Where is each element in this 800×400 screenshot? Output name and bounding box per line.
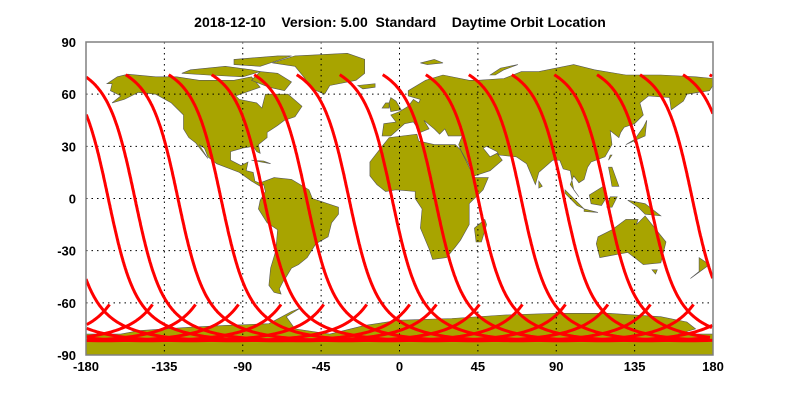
title-version: Version: 5.00	[281, 14, 368, 30]
orbit-track-0	[682, 73, 713, 115]
orbit-track-1	[708, 73, 713, 78]
land-new-guinea	[627, 199, 662, 217]
land-arctic-islands-2	[233, 55, 292, 67]
land-iceland	[356, 83, 376, 90]
x-tick-label: 0	[396, 359, 403, 374]
orbit-track-5	[253, 73, 610, 343]
land-greenland	[272, 52, 366, 95]
land-novaya-zemlya	[489, 64, 519, 76]
land-sri-lanka	[538, 180, 543, 189]
map-title: 2018-12-10 Version: 5.00 Standard Daytim…	[0, 14, 800, 30]
orbit-track-2	[124, 73, 481, 343]
x-tick-label: -90	[233, 359, 252, 374]
y-tick-label: -60	[57, 296, 76, 311]
land-arctic-islands-1	[181, 65, 261, 78]
x-tick-label: -135	[151, 359, 177, 374]
x-tick-label: 45	[471, 359, 485, 374]
orbit-track-9	[424, 73, 710, 343]
land-africa	[369, 133, 489, 260]
x-axis-ticks: -180 -135 -90 -45 0 45 90 135 180	[73, 359, 724, 374]
land-svalbard	[420, 59, 444, 65]
y-tick-label: -90	[57, 348, 76, 363]
orbit-track-13	[86, 303, 325, 343]
orbit-track-9	[86, 303, 154, 339]
plot-frame	[85, 41, 714, 356]
y-tick-label: 90	[62, 35, 76, 50]
orbit-track-8	[86, 303, 111, 326]
x-tick-label: 135	[624, 359, 646, 374]
orbit-track-11	[510, 73, 708, 342]
title-mode: Standard	[375, 14, 437, 30]
orbit-track-10	[467, 73, 713, 343]
land-tasmania	[651, 269, 658, 275]
orbit-track-14	[639, 73, 713, 279]
land-taiwan	[608, 154, 613, 161]
orbit-track-6	[295, 73, 652, 343]
land-ireland	[381, 102, 390, 109]
orbit-track-0	[86, 113, 411, 343]
x-tick-label: -45	[312, 359, 331, 374]
y-axis-ticks: 90 60 30 0 -30 -60 -90	[57, 35, 76, 363]
land-australia	[595, 215, 667, 265]
land-borneo	[588, 185, 608, 206]
land-sumatra	[564, 189, 585, 210]
title-date: 2018-12-10	[194, 14, 266, 30]
orbit-track-3	[167, 73, 524, 343]
y-tick-label: 0	[69, 192, 76, 207]
y-tick-label: 30	[62, 139, 76, 154]
orbit-track-4	[210, 73, 567, 343]
land-philippines	[608, 166, 620, 187]
y-tick-label: -30	[57, 244, 76, 259]
orbit-track-7	[338, 73, 695, 343]
land-java	[583, 208, 599, 213]
x-tick-label: 180	[702, 359, 724, 374]
orbit-track-8	[381, 73, 713, 343]
orbit-tracks	[86, 73, 713, 343]
land-baffin	[250, 71, 292, 92]
title-product: Daytime Orbit Location	[451, 14, 606, 30]
orbit-track-13	[596, 73, 713, 329]
x-tick-label: 90	[549, 359, 563, 374]
orbit-track-14	[86, 278, 368, 343]
y-tick-label: 60	[62, 87, 76, 102]
x-tick-label: -180	[73, 359, 99, 374]
land-cuba	[251, 159, 271, 164]
orbit-track-12	[553, 73, 711, 339]
